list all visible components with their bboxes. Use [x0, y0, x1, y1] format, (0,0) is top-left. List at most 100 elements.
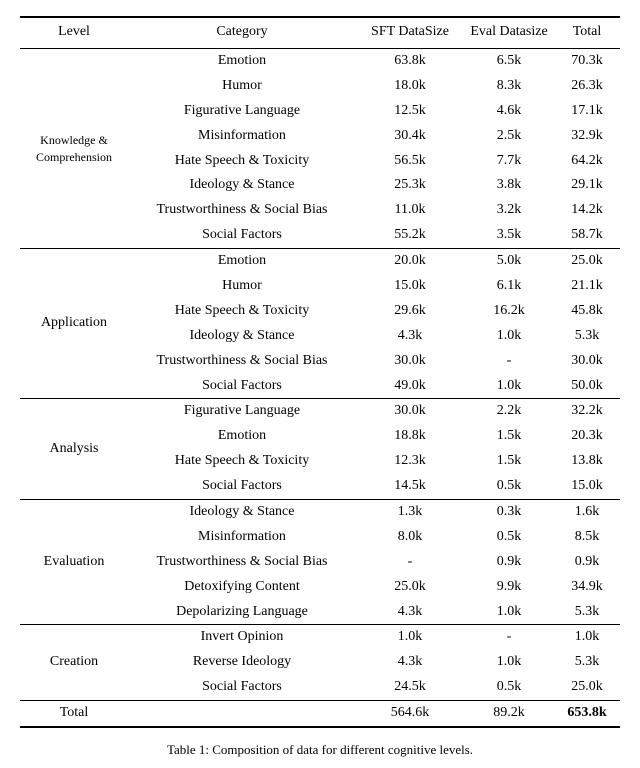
total-cell: 13.8k — [554, 449, 620, 474]
category-cell: Ideology & Stance — [128, 500, 356, 525]
table-row: Knowledge &ComprehensionEmotion63.8k6.5k… — [20, 49, 620, 74]
category-cell: Figurative Language — [128, 99, 356, 124]
sft-cell: 30.0k — [356, 349, 464, 374]
eval-cell: 0.3k — [464, 500, 554, 525]
sft-cell: 14.5k — [356, 474, 464, 499]
totals-eval: 89.2k — [464, 701, 554, 727]
category-cell: Social Factors — [128, 223, 356, 248]
eval-cell: 3.2k — [464, 198, 554, 223]
sft-cell: 4.3k — [356, 650, 464, 675]
sft-cell: 49.0k — [356, 374, 464, 399]
total-cell: 25.0k — [554, 675, 620, 700]
eval-cell: 16.2k — [464, 299, 554, 324]
eval-cell: 7.7k — [464, 149, 554, 174]
category-cell: Figurative Language — [128, 399, 356, 424]
sft-cell: 15.0k — [356, 274, 464, 299]
totals-blank — [128, 701, 356, 727]
eval-cell: 1.0k — [464, 374, 554, 399]
sft-cell: 56.5k — [356, 149, 464, 174]
totals-sft: 564.6k — [356, 701, 464, 727]
category-cell: Ideology & Stance — [128, 324, 356, 349]
sft-cell: 12.5k — [356, 99, 464, 124]
eval-cell: 0.5k — [464, 675, 554, 700]
eval-cell: 4.6k — [464, 99, 554, 124]
total-cell: 30.0k — [554, 349, 620, 374]
col-category: Category — [128, 17, 356, 49]
eval-cell: 6.1k — [464, 274, 554, 299]
sft-cell: 25.3k — [356, 173, 464, 198]
sft-cell: 30.0k — [356, 399, 464, 424]
eval-cell: 0.9k — [464, 550, 554, 575]
table-row: CreationInvert Opinion1.0k-1.0k — [20, 625, 620, 650]
level-cell: Application — [20, 249, 128, 399]
category-cell: Misinformation — [128, 525, 356, 550]
eval-cell: 3.8k — [464, 173, 554, 198]
total-cell: 29.1k — [554, 173, 620, 198]
eval-cell: 6.5k — [464, 49, 554, 74]
header-row: Level Category SFT DataSize Eval Datasiz… — [20, 17, 620, 49]
total-cell: 25.0k — [554, 249, 620, 274]
col-eval: Eval Datasize — [464, 17, 554, 49]
category-cell: Humor — [128, 274, 356, 299]
level-cell: Analysis — [20, 399, 128, 500]
eval-cell: 5.0k — [464, 249, 554, 274]
level-cell: Knowledge &Comprehension — [20, 49, 128, 249]
total-cell: 64.2k — [554, 149, 620, 174]
category-cell: Trustworthiness & Social Bias — [128, 349, 356, 374]
category-cell: Ideology & Stance — [128, 173, 356, 198]
totals-total: 653.8k — [554, 701, 620, 727]
total-cell: 17.1k — [554, 99, 620, 124]
total-cell: 0.9k — [554, 550, 620, 575]
eval-cell: 1.0k — [464, 600, 554, 625]
level-cell: Evaluation — [20, 500, 128, 625]
total-cell: 5.3k — [554, 650, 620, 675]
category-cell: Emotion — [128, 424, 356, 449]
level-cell: Creation — [20, 625, 128, 701]
sft-cell: 20.0k — [356, 249, 464, 274]
eval-cell: 2.2k — [464, 399, 554, 424]
eval-cell: 1.5k — [464, 449, 554, 474]
category-cell: Depolarizing Language — [128, 600, 356, 625]
eval-cell: 2.5k — [464, 124, 554, 149]
sft-cell: 8.0k — [356, 525, 464, 550]
eval-cell: - — [464, 349, 554, 374]
eval-cell: 8.3k — [464, 74, 554, 99]
category-cell: Emotion — [128, 249, 356, 274]
category-cell: Emotion — [128, 49, 356, 74]
table-caption: Table 1: Composition of data for differe… — [20, 728, 620, 758]
total-cell: 21.1k — [554, 274, 620, 299]
table-row: AnalysisFigurative Language30.0k2.2k32.2… — [20, 399, 620, 424]
category-cell: Misinformation — [128, 124, 356, 149]
total-cell: 26.3k — [554, 74, 620, 99]
eval-cell: 1.0k — [464, 650, 554, 675]
col-sft: SFT DataSize — [356, 17, 464, 49]
category-cell: Invert Opinion — [128, 625, 356, 650]
sft-cell: 30.4k — [356, 124, 464, 149]
total-cell: 15.0k — [554, 474, 620, 499]
total-cell: 1.6k — [554, 500, 620, 525]
total-cell: 32.9k — [554, 124, 620, 149]
category-cell: Hate Speech & Toxicity — [128, 149, 356, 174]
total-cell: 45.8k — [554, 299, 620, 324]
sft-cell: 18.8k — [356, 424, 464, 449]
total-cell: 14.2k — [554, 198, 620, 223]
sft-cell: 63.8k — [356, 49, 464, 74]
sft-cell: 1.0k — [356, 625, 464, 650]
sft-cell: 12.3k — [356, 449, 464, 474]
total-cell: 1.0k — [554, 625, 620, 650]
category-cell: Trustworthiness & Social Bias — [128, 198, 356, 223]
totals-row: Total564.6k89.2k653.8k — [20, 701, 620, 727]
eval-cell: 0.5k — [464, 525, 554, 550]
category-cell: Hate Speech & Toxicity — [128, 449, 356, 474]
total-cell: 32.2k — [554, 399, 620, 424]
category-cell: Hate Speech & Toxicity — [128, 299, 356, 324]
col-total: Total — [554, 17, 620, 49]
data-table: Table 1: Composition of data for differe… — [20, 16, 620, 758]
table-row: ApplicationEmotion20.0k5.0k25.0k — [20, 249, 620, 274]
category-cell: Humor — [128, 74, 356, 99]
sft-cell: 24.5k — [356, 675, 464, 700]
sft-cell: - — [356, 550, 464, 575]
eval-cell: 1.5k — [464, 424, 554, 449]
sft-cell: 4.3k — [356, 324, 464, 349]
total-cell: 5.3k — [554, 600, 620, 625]
